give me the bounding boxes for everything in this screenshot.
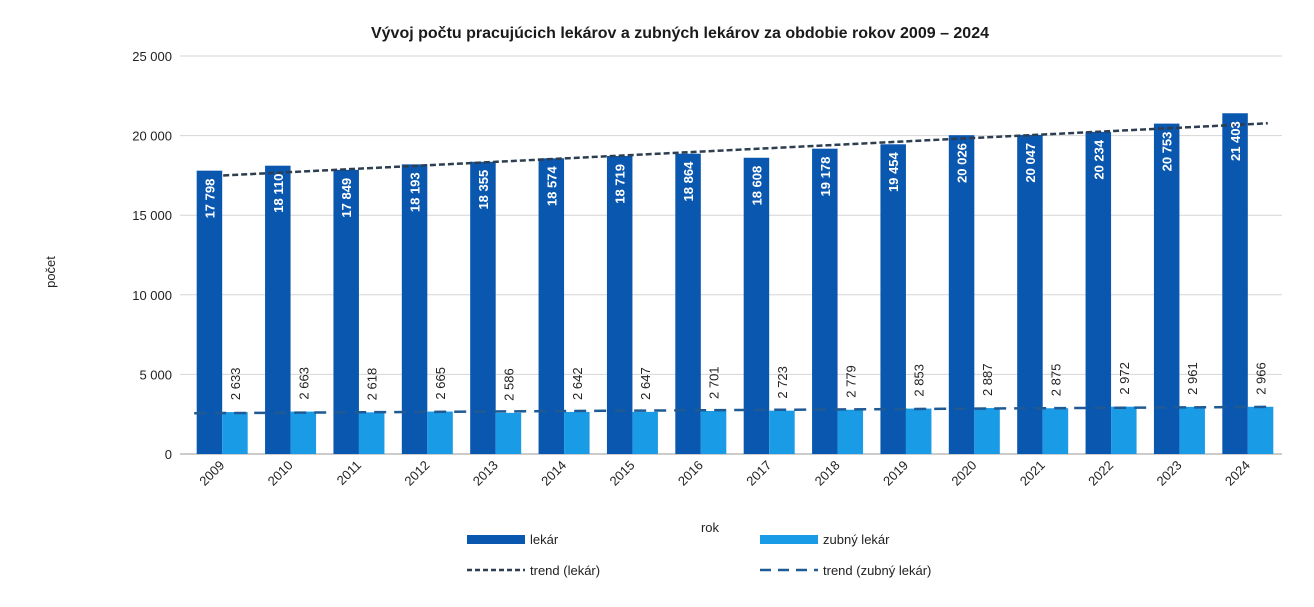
data-label-lekar: 18 355 [476, 170, 491, 210]
bar-lekar [880, 144, 906, 455]
bar-lekar [1017, 134, 1043, 455]
data-label-lekar: 20 026 [955, 143, 970, 183]
x-tick-label: 2010 [265, 458, 296, 489]
bar-zubny-lekar [905, 408, 932, 454]
data-label-zubny-lekar: 2 586 [501, 368, 516, 401]
bar-zubny-lekar [700, 411, 727, 454]
data-label-zubny-lekar: 2 701 [707, 366, 722, 399]
x-tick-label: 2021 [1017, 458, 1048, 489]
x-tick-label: 2018 [812, 458, 843, 489]
data-label-lekar: 18 193 [408, 172, 423, 212]
x-tick-label: 2014 [538, 458, 569, 489]
bar-zubny-lekar [837, 409, 864, 454]
data-label-zubny-lekar: 2 966 [1254, 362, 1269, 395]
data-label-zubny-lekar: 2 647 [638, 367, 653, 400]
data-label-zubny-lekar: 2 723 [775, 366, 790, 399]
bar-zubny-lekar [1179, 406, 1205, 454]
x-axis-label: rok [701, 520, 720, 535]
bar-lekar [675, 153, 701, 454]
data-label-zubny-lekar: 2 779 [843, 365, 858, 398]
x-tick-label: 2009 [196, 458, 227, 489]
bar-zubny-lekar [495, 412, 522, 454]
bar-zubny-lekar [222, 412, 248, 454]
data-label-lekar: 20 047 [1023, 143, 1038, 183]
bar-lekar [538, 158, 565, 454]
x-tick-label: 2019 [880, 458, 911, 489]
bar-lekar [265, 165, 291, 455]
data-label-zubny-lekar: 2 887 [980, 363, 995, 396]
bar-zubny-lekar [974, 408, 1000, 454]
x-tick-label: 2022 [1085, 458, 1116, 489]
bar-zubny-lekar [632, 411, 658, 454]
y-tick-label: 5 000 [139, 367, 172, 382]
y-axis-label: počet [43, 256, 58, 288]
x-tick-label: 2017 [743, 458, 774, 489]
bar-lekar [1085, 131, 1112, 454]
data-label-lekar: 19 178 [818, 157, 833, 197]
legend: lekár zubný lekár trend (lekár) trend (z… [467, 532, 931, 578]
legend-swatch-lekar [467, 535, 525, 544]
y-tick-label: 25 000 [132, 49, 172, 64]
legend-label-trend-lekar: trend (lekár) [530, 563, 600, 578]
bar-lekar [1153, 123, 1180, 454]
legend-label-lekar: lekár [530, 532, 559, 547]
data-label-lekar: 18 608 [749, 166, 764, 206]
bar-zubny-lekar [358, 412, 385, 454]
legend-label-trend-zubny: trend (zubný lekár) [823, 563, 931, 578]
data-label-zubny-lekar: 2 642 [570, 367, 585, 400]
data-label-zubny-lekar: 2 633 [228, 368, 243, 401]
x-tick-label: 2012 [401, 458, 432, 489]
bar-zubny-lekar [564, 411, 590, 454]
bar-zubny-lekar [1042, 408, 1069, 454]
bar-lekar [743, 157, 770, 455]
y-tick-label: 20 000 [132, 129, 172, 144]
data-label-zubny-lekar: 2 618 [365, 368, 380, 401]
bar-zubny-lekar [290, 411, 317, 454]
legend-swatch-zubny [760, 535, 818, 544]
chart-title: Vývoj počtu pracujúcich lekárov a zubnýc… [371, 25, 989, 42]
data-label-zubny-lekar: 2 663 [296, 367, 311, 400]
data-label-zubny-lekar: 2 875 [1048, 364, 1063, 397]
data-label-lekar: 18 864 [681, 161, 696, 202]
data-label-lekar: 20 753 [1160, 132, 1175, 172]
data-label-zubny-lekar: 2 961 [1185, 362, 1200, 395]
bar-lekar [401, 164, 428, 455]
data-label-lekar: 17 798 [202, 179, 217, 219]
bar-lekar [470, 161, 496, 455]
x-tick-label: 2016 [675, 458, 706, 489]
bar-lekar [948, 135, 975, 454]
x-tick-label: 2011 [334, 458, 364, 488]
y-tick-label: 15 000 [132, 208, 172, 223]
data-label-lekar: 18 110 [271, 174, 286, 213]
data-label-zubny-lekar: 2 665 [433, 367, 448, 400]
bar-zubny-lekar [1111, 406, 1137, 454]
legend-label-zubny: zubný lekár [823, 532, 890, 547]
bar-zubny-lekar [427, 411, 453, 454]
x-tick-label: 2023 [1154, 458, 1185, 489]
data-label-lekar: 17 849 [339, 178, 354, 218]
x-tick-label: 2015 [607, 458, 638, 489]
bar-lekar [606, 155, 633, 454]
bar-lekar [333, 169, 359, 454]
data-label-lekar: 19 454 [886, 152, 901, 193]
y-tick-label: 0 [165, 447, 172, 462]
x-tick-label: 2020 [948, 458, 979, 489]
x-tick-label: 2013 [470, 458, 501, 489]
data-label-lekar: 20 234 [1091, 139, 1106, 180]
data-label-lekar: 18 574 [544, 166, 559, 207]
data-label-zubny-lekar: 2 853 [912, 364, 927, 397]
bar-lekar [196, 170, 223, 455]
y-tick-label: 10 000 [132, 288, 172, 303]
bar-lekar [1222, 113, 1248, 455]
bar-zubny-lekar [769, 410, 795, 454]
bar-zubny-lekar [1247, 406, 1274, 454]
x-tick-label: 2024 [1222, 458, 1253, 489]
data-label-lekar: 18 719 [613, 164, 628, 204]
trendline-lekar [223, 122, 1268, 177]
data-label-lekar: 21 403 [1228, 121, 1243, 161]
bar-lekar [812, 148, 838, 455]
data-label-zubny-lekar: 2 972 [1117, 362, 1132, 395]
